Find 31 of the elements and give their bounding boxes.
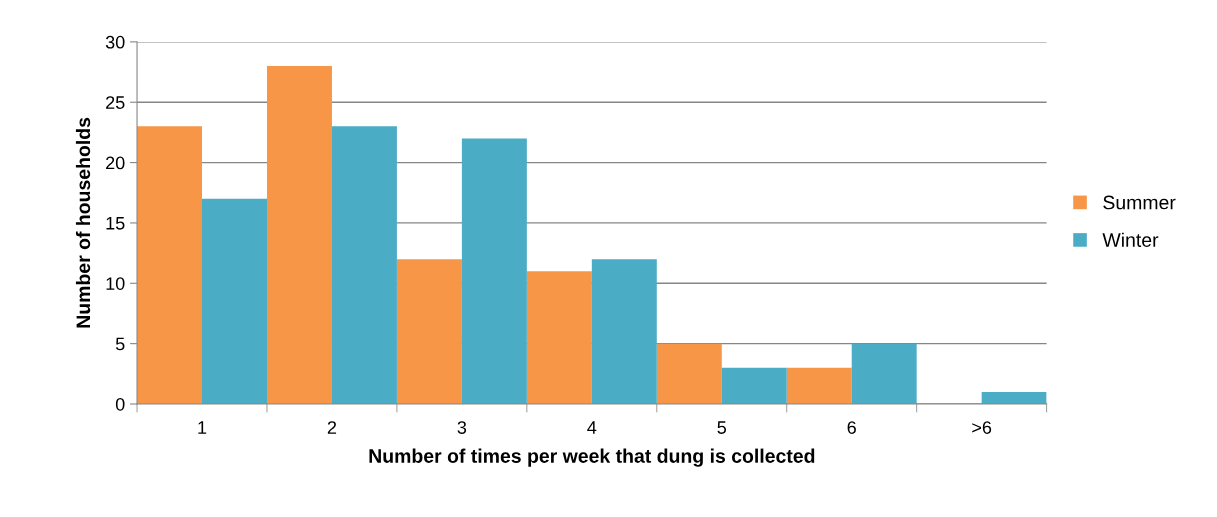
bar (266, 66, 332, 404)
y-tick-label: 30 (105, 35, 125, 49)
bar (526, 271, 592, 404)
bar (851, 343, 917, 404)
y-axis-title: Number of households (75, 117, 91, 328)
y-tick-label: 5 (115, 337, 125, 351)
x-tick-label: >6 (972, 421, 992, 434)
bar (137, 126, 202, 404)
bar (331, 126, 397, 404)
bar (396, 259, 462, 404)
bar (461, 138, 527, 404)
x-tick-label: 6 (847, 421, 856, 434)
x-tick-label: 5 (717, 421, 727, 434)
x-axis-title: Number of times per week that dung is collected (369, 448, 815, 467)
bar (202, 198, 267, 404)
x-tick-label: 1 (198, 421, 207, 434)
bar (786, 367, 852, 404)
y-tick-label: 15 (106, 217, 125, 230)
bar (656, 343, 722, 404)
legend-label: Summer (1103, 195, 1176, 210)
x-tick-label: 2 (327, 421, 337, 434)
y-tick-label: 0 (115, 397, 125, 411)
x-tick-label: 3 (457, 421, 467, 434)
x-tick-label: 4 (587, 421, 597, 434)
y-tick-label: 10 (106, 277, 125, 290)
y-tick-label: 20 (106, 156, 125, 170)
y-tick-label: 25 (106, 96, 125, 109)
bar (721, 367, 787, 404)
bar (981, 391, 1047, 404)
bar (591, 259, 657, 404)
legend-label: Winter (1102, 232, 1159, 247)
